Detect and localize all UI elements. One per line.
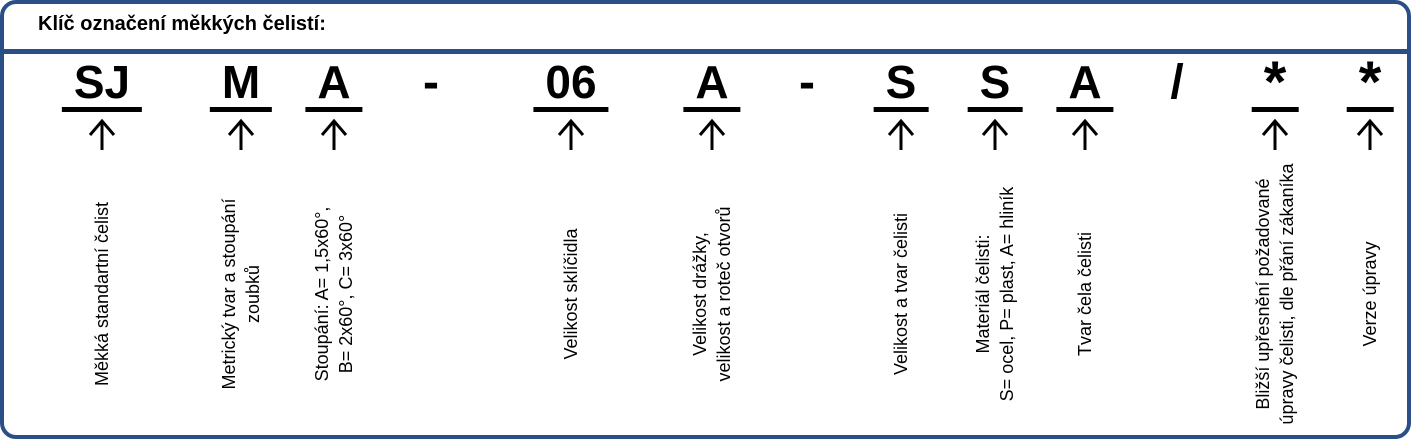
up-arrow-icon	[1261, 118, 1289, 150]
code-char: M	[209, 59, 273, 112]
segment-label: Tvar čela čelisti	[1075, 231, 1095, 357]
separator-char: /	[1170, 56, 1184, 109]
page-title: Klíč označení měkkých čelistí:	[38, 13, 326, 35]
code-char: A	[1056, 59, 1114, 112]
up-arrow-icon	[1356, 118, 1384, 150]
segment-label: Velikost a tvar čelisti	[891, 212, 911, 376]
segment-label: Velikost sklíčidla	[561, 228, 581, 360]
code-char: *	[1346, 54, 1394, 112]
up-arrow-icon	[981, 118, 1009, 150]
segment-label: Verze úpravy	[1360, 241, 1380, 347]
segment-label: Velikost drážky, velikost a roteč otvorů	[690, 206, 734, 382]
up-arrow-icon	[1071, 118, 1099, 150]
up-arrow-icon	[227, 118, 255, 150]
segment-label: Bližší upřesnění požadované úpravy čelis…	[1253, 163, 1297, 425]
title-divider	[4, 49, 1407, 54]
separator-char: -	[799, 56, 815, 109]
up-arrow-icon	[698, 118, 726, 150]
segment-label: Materiál čelisti: S= ocel, P= plast, A= …	[973, 186, 1017, 402]
code-char: 06	[533, 59, 609, 112]
separator-char: -	[423, 56, 439, 109]
up-arrow-icon	[320, 118, 348, 150]
segment-label: Metrický tvar a stoupání zoubků	[219, 198, 263, 390]
segment-label: Stoupání: A= 1,5x60°, B= 2x60°, C= 3x60°	[312, 206, 356, 382]
code-char: S	[967, 59, 1023, 112]
up-arrow-icon	[88, 118, 116, 150]
up-arrow-icon	[887, 118, 915, 150]
up-arrow-icon	[557, 118, 585, 150]
code-char: A	[305, 59, 363, 112]
segment-label: Měkká standartní čelist	[92, 201, 112, 387]
code-char: S	[873, 59, 929, 112]
code-char: A	[683, 59, 741, 112]
code-char: *	[1251, 54, 1299, 112]
code-char: SJ	[61, 59, 143, 112]
